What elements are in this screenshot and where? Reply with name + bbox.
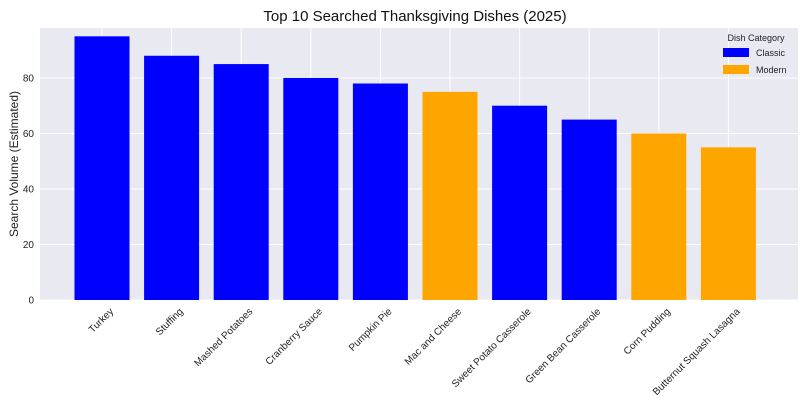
bar <box>144 55 200 301</box>
x-tick-label: Turkey <box>87 306 116 335</box>
x-tick-label: Sweet Potato Casserole <box>450 306 534 390</box>
x-tick-label: Corn Pudding <box>622 306 673 357</box>
bar <box>213 64 269 300</box>
bar <box>422 91 478 300</box>
bar <box>352 83 408 301</box>
x-tick-label: Mac and Cheese <box>403 306 465 368</box>
legend-swatch <box>723 48 749 57</box>
x-tick-label: Cranberry Sauce <box>264 306 326 368</box>
y-tick-label: 0 <box>28 296 34 307</box>
y-tick-label: 20 <box>23 240 35 251</box>
y-axis-label: Search Volume (Estimated) <box>7 91 21 237</box>
bar <box>492 105 548 300</box>
bars <box>74 36 756 301</box>
x-tick-label: Mashed Potatoes <box>193 306 256 369</box>
y-tick-label: 60 <box>23 129 35 140</box>
legend-items: Classic Modern <box>723 48 787 75</box>
x-axis-ticks: Turkey Stuffing Mashed Potatoes Cranberry S… <box>87 306 743 398</box>
legend: Dish Category Classic Modern <box>723 33 787 75</box>
bar <box>700 147 756 300</box>
y-tick-label: 80 <box>23 73 35 84</box>
bar <box>74 36 130 300</box>
legend-label: Modern <box>756 65 787 75</box>
x-tick-label: Pumpkin Pie <box>347 306 395 354</box>
x-tick-label: Stuffing <box>154 306 186 338</box>
bar <box>631 133 687 300</box>
legend-label: Classic <box>756 48 786 58</box>
chart-title: Top 10 Searched Thanksgiving Dishes (202… <box>263 8 566 25</box>
bar <box>283 77 339 300</box>
legend-title: Dish Category <box>727 33 785 43</box>
y-tick-label: 40 <box>23 184 35 195</box>
x-tick-label: Green Bean Casserole <box>524 306 604 386</box>
y-axis-ticks: 0 20 40 60 80 <box>23 73 35 306</box>
legend-swatch <box>723 65 749 74</box>
bar <box>561 119 617 301</box>
